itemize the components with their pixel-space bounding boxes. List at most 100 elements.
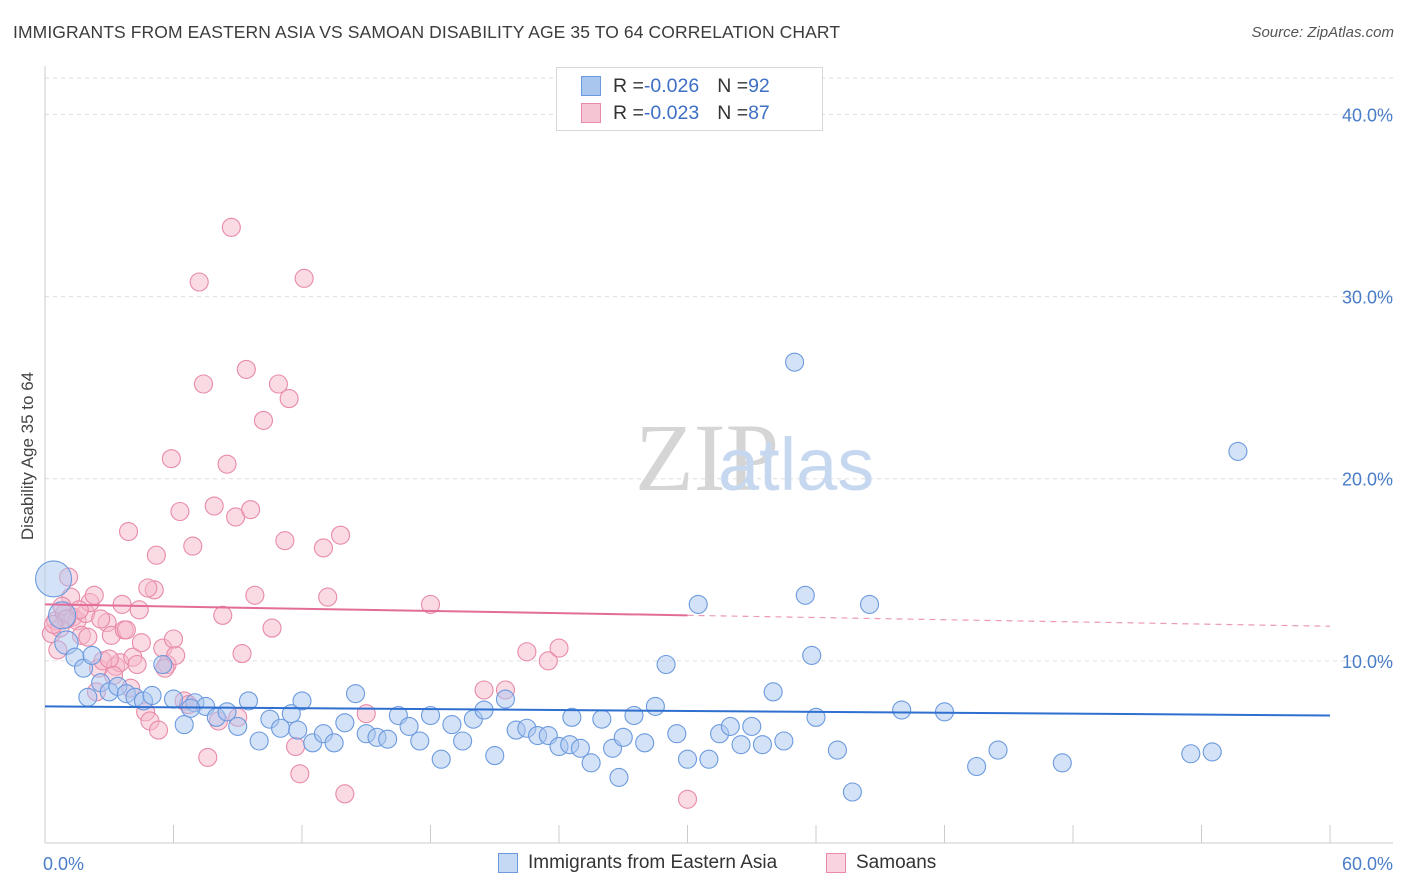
y-axis-label: Disability Age 35 to 64: [18, 372, 37, 540]
legend-row-pink: R = -0.023 N = 87: [581, 101, 770, 125]
data-point-samoans: [294, 268, 314, 288]
data-point-samoans: [217, 454, 237, 474]
data-point-immigrants: [324, 733, 344, 753]
legend-r-label: R =: [613, 74, 644, 97]
data-point-immigrants: [378, 729, 398, 749]
data-point-immigrants: [1052, 753, 1072, 773]
data-point-immigrants: [163, 689, 184, 709]
data-point-samoans: [232, 644, 252, 664]
data-point-samoans: [161, 449, 181, 469]
data-point-immigrants: [892, 700, 912, 720]
data-point-immigrants: [645, 696, 665, 716]
legend-r-value: -0.026: [643, 74, 700, 97]
data-point-samoans: [253, 410, 274, 430]
data-point-samoans: [189, 272, 209, 292]
data-point-immigrants: [485, 746, 505, 766]
data-point-immigrants: [720, 716, 740, 736]
data-point-samoans: [112, 594, 132, 614]
data-point-immigrants: [1181, 744, 1201, 764]
data-point-samoans: [262, 618, 282, 638]
legend-swatch-pink: [581, 103, 601, 123]
data-point-immigrants: [656, 654, 676, 675]
data-point-samoans: [131, 633, 151, 653]
legend-n-label: N =: [717, 74, 749, 97]
data-point-immigrants: [410, 731, 430, 751]
data-point-immigrants: [988, 740, 1008, 760]
data-point-immigrants: [442, 715, 462, 735]
watermark-atlas: atlas: [718, 423, 874, 506]
data-point-samoans: [517, 642, 537, 662]
data-point-immigrants: [859, 594, 880, 614]
data-point-samoans: [78, 627, 98, 647]
data-point-samoans: [474, 680, 494, 700]
trend-line-samoans: [44, 603, 688, 617]
data-point-immigrants: [742, 716, 762, 736]
source-label: Source: ZipAtlas.com: [1251, 24, 1394, 41]
trend-line-samoans-projection: [687, 614, 1331, 627]
data-point-immigrants: [624, 705, 644, 726]
data-point-immigrants: [228, 716, 248, 736]
data-point-immigrants: [752, 735, 773, 755]
data-point-samoans: [170, 501, 190, 522]
data-point-samoans: [163, 629, 184, 649]
data-point-immigrants: [453, 731, 473, 751]
legend-label-immigrants: Immigrants from Eastern Asia: [528, 852, 778, 873]
data-point-samoans: [99, 649, 119, 669]
trend-lines: [44, 603, 1331, 717]
legend-label-samoans: Samoans: [856, 852, 937, 873]
data-point-samoans: [198, 747, 218, 767]
data-point-samoans: [279, 389, 299, 409]
stats-legend: R = -0.026 N = 92 R = -0.023 N = 87: [556, 67, 823, 131]
data-point-samoans: [129, 600, 149, 620]
trend-line-immigrants: [44, 705, 1331, 717]
data-point-samoans: [549, 638, 569, 658]
y-tick-labels: 10.0% 20.0% 30.0% 40.0%: [1342, 105, 1393, 671]
data-point-samoans: [91, 609, 111, 629]
watermark: ZIP atlas: [635, 404, 874, 511]
data-point-immigrants: [570, 738, 590, 758]
data-point-samoans: [84, 585, 104, 605]
data-point-immigrants: [431, 749, 451, 769]
data-point-samoans: [356, 704, 376, 724]
data-point-immigrants: [238, 691, 259, 711]
data-point-immigrants: [774, 731, 794, 751]
legend-n-value: 87: [748, 101, 770, 124]
legend-item-samoans[interactable]: Samoans: [826, 852, 936, 874]
data-point-samoans: [420, 594, 441, 614]
data-point-samoans: [213, 605, 233, 625]
legend-n-label: N =: [717, 101, 749, 124]
data-point-immigrants: [420, 705, 441, 726]
data-point-immigrants: [688, 594, 708, 614]
data-point-immigrants: [292, 691, 312, 711]
data-point-samoans: [677, 789, 698, 809]
data-point-immigrants: [1228, 441, 1248, 461]
data-point-samoans: [138, 578, 158, 598]
data-point-samoans: [335, 784, 355, 804]
data-point-samoans: [221, 217, 241, 237]
data-point-immigrants: [635, 733, 655, 753]
legend-swatch-pink: [826, 853, 846, 873]
data-point-immigrants: [153, 654, 173, 675]
legend-swatch-blue: [581, 76, 601, 96]
data-point-immigrants: [609, 767, 629, 787]
data-point-samoans: [236, 359, 256, 379]
y-tick-label: 30.0%: [1342, 288, 1393, 308]
data-point-immigrants: [174, 715, 194, 735]
data-point-immigrants: [581, 753, 601, 773]
legend-r-label: R =: [613, 101, 644, 124]
series-legend: Immigrants from Eastern Asia Samoans: [0, 852, 1406, 878]
data-point-immigrants: [495, 689, 516, 709]
legend-row-blue: R = -0.026 N = 92: [581, 74, 770, 98]
chart-title: IMMIGRANTS FROM EASTERN ASIA VS SAMOAN D…: [13, 22, 841, 42]
data-point-samoans: [241, 500, 261, 520]
data-point-samoans: [245, 585, 265, 605]
y-tick-label: 20.0%: [1342, 470, 1393, 490]
data-point-immigrants: [802, 645, 822, 665]
data-point-immigrants: [763, 682, 783, 702]
legend-item-immigrants[interactable]: Immigrants from Eastern Asia: [498, 852, 777, 874]
data-point-samoans: [286, 736, 306, 757]
legend-swatch-blue: [498, 853, 518, 873]
data-point-samoans: [127, 654, 147, 675]
data-point-samoans: [313, 538, 333, 558]
data-point-samoans: [148, 720, 169, 740]
